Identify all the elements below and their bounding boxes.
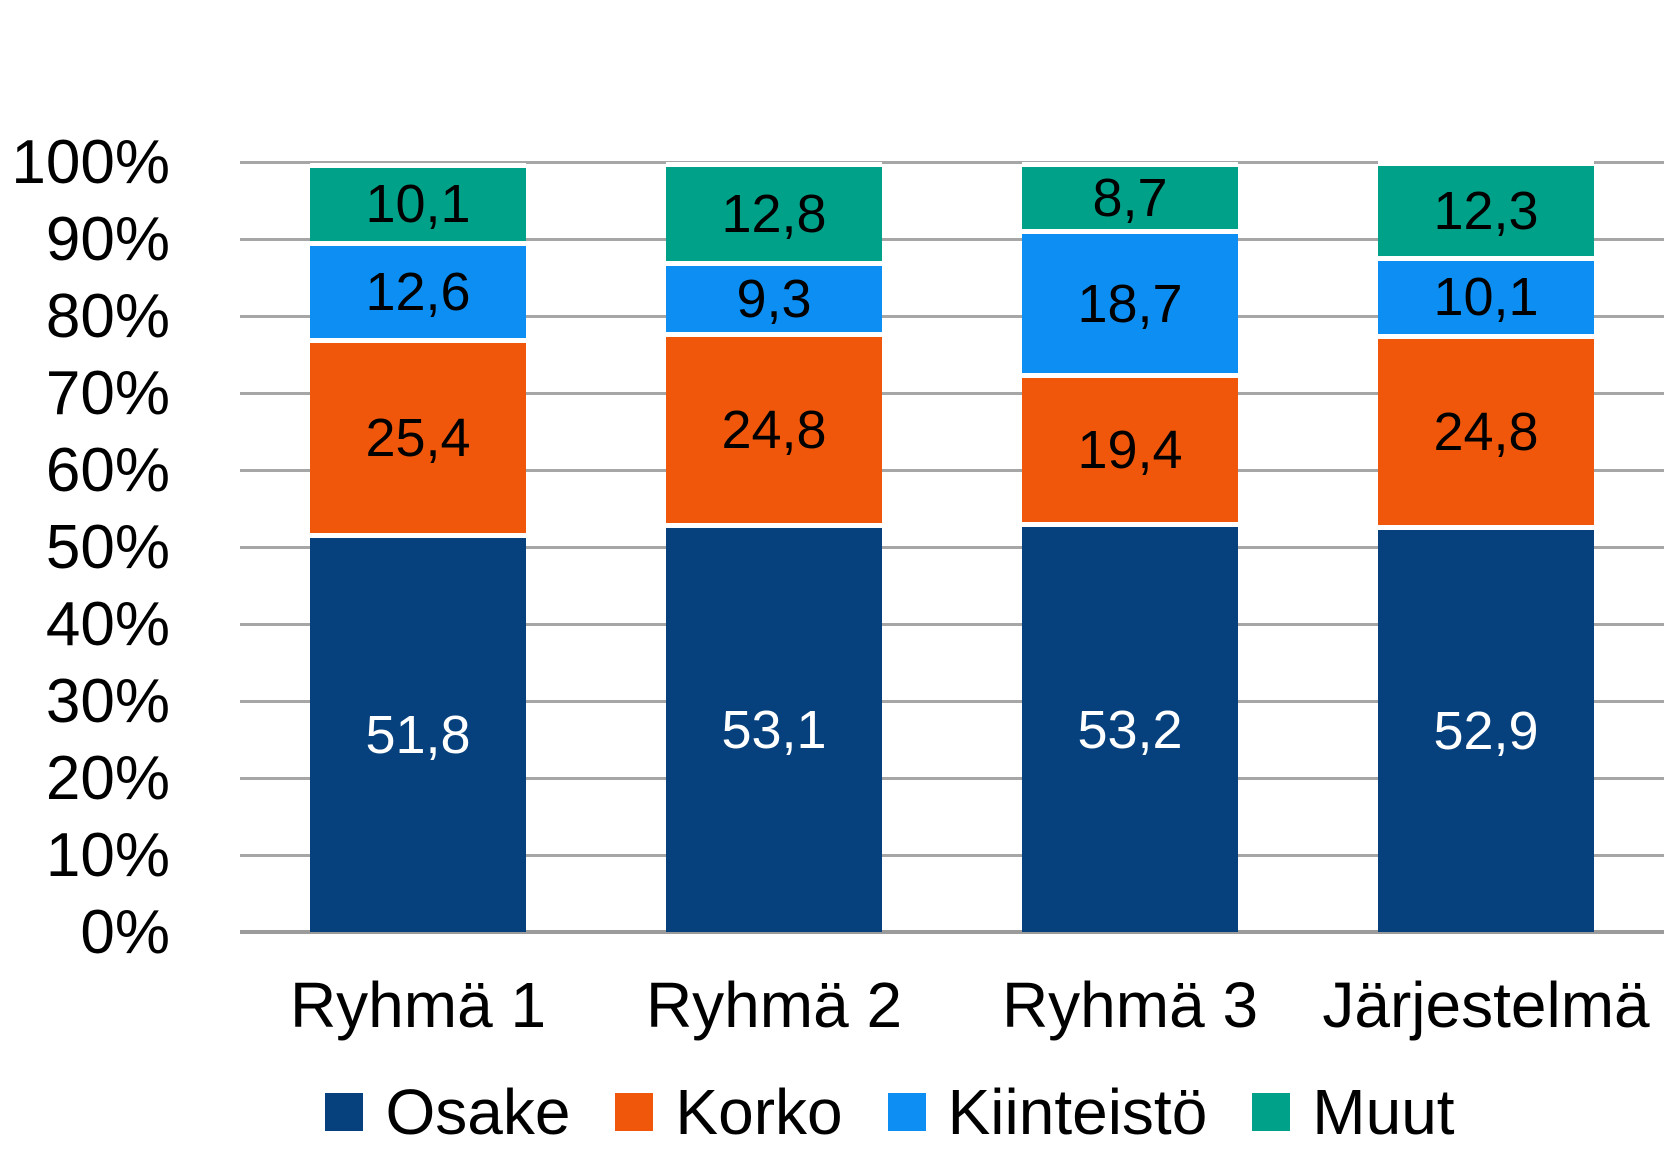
gridline [240, 161, 1664, 164]
bar-segment-label: 25,4 [365, 407, 471, 468]
gridline [240, 854, 1664, 857]
bar-segment-osake: 53,2 [1022, 522, 1238, 932]
bar-segment-label: 10,1 [365, 174, 471, 235]
bar-segment-korko: 24,8 [666, 332, 882, 524]
gridline [240, 623, 1664, 626]
bar-ryhmä-3: 53,2 19,4 18,7 8,7 [1022, 162, 1238, 932]
y-tick-label: 80% [45, 281, 170, 351]
y-tick-label: 50% [45, 512, 170, 582]
bar-segment-muut: 8,7 [1022, 162, 1238, 230]
y-tick-label: 0% [80, 897, 170, 967]
legend-swatch-muut [1252, 1093, 1291, 1131]
x-category-label: Ryhmä 3 [1001, 969, 1259, 1041]
bar-järjestelmä: 52,9 24,8 10,1 12,3 [1378, 161, 1594, 932]
y-tick-label: 10% [45, 820, 170, 890]
x-category-label: Järjestelmä [1322, 969, 1650, 1041]
gridline [240, 469, 1664, 472]
gridline [240, 238, 1664, 241]
y-tick-label: 70% [45, 358, 170, 428]
bar-segment-kiinteistö: 12,6 [310, 240, 526, 338]
bar-segment-label: 24,8 [1433, 401, 1539, 462]
bar-segment-label: 24,8 [721, 400, 827, 461]
gridline [240, 777, 1664, 780]
legend-item-kiinteistö: Kiinteistö [887, 1075, 1208, 1149]
bar-ryhmä-2: 53,1 24,8 9,3 12,8 [666, 162, 882, 932]
gridline [240, 700, 1664, 703]
y-tick-label: 60% [45, 435, 170, 505]
bar-segment-muut: 12,8 [666, 162, 882, 261]
bar-segment-label: 53,2 [1077, 699, 1183, 760]
y-tick-label: 40% [45, 589, 170, 659]
bar-segment-label: 8,7 [1092, 168, 1168, 229]
gridline [240, 315, 1664, 318]
legend-swatch-kiinteistö [887, 1093, 926, 1131]
legend-item-korko: Korko [615, 1075, 843, 1149]
bar-segment-muut: 12,3 [1378, 161, 1594, 256]
bar-segment-osake: 52,9 [1378, 524, 1594, 932]
bar-segment-kiinteistö: 9,3 [666, 260, 882, 333]
x-axis-line [240, 930, 1664, 934]
legend-label: Muut [1312, 1076, 1455, 1148]
x-category-label: Ryhmä 2 [645, 969, 903, 1041]
bar-segment-label: 10,1 [1433, 267, 1539, 328]
y-tick-label: 20% [45, 743, 170, 813]
y-tick-label: 90% [45, 204, 170, 274]
bar-segment-korko: 24,8 [1378, 333, 1594, 525]
legend-item-osake: Osake [325, 1075, 570, 1149]
x-category-label: Ryhmä 1 [289, 969, 547, 1041]
y-tick-label: 100% [11, 127, 170, 197]
bar-segment-label: 12,8 [721, 183, 827, 244]
bar-segment-osake: 53,1 [666, 523, 882, 932]
y-tick-label: 30% [45, 666, 170, 736]
bar-segment-kiinteistö: 18,7 [1022, 229, 1238, 373]
gridline [240, 392, 1664, 395]
bar-segment-kiinteistö: 10,1 [1378, 255, 1594, 334]
bar-segment-label: 12,6 [365, 261, 471, 322]
bar-segment-label: 18,7 [1077, 273, 1183, 334]
bar-segment-korko: 25,4 [310, 337, 526, 534]
bar-segment-osake: 51,8 [310, 533, 526, 932]
bar-segment-label: 9,3 [736, 268, 812, 329]
legend-swatch-korko [615, 1093, 654, 1131]
bar-segment-label: 12,3 [1433, 181, 1539, 242]
legend-swatch-osake [325, 1093, 364, 1131]
legend: Osake Korko Kiinteistö Muut [240, 1072, 1540, 1152]
legend-label: Kiinteistö [947, 1076, 1208, 1148]
bar-segment-muut: 10,1 [310, 162, 526, 241]
legend-label: Korko [675, 1076, 843, 1148]
gridline [240, 546, 1664, 549]
bar-ryhmä-1: 51,8 25,4 12,6 10,1 [310, 162, 526, 932]
bar-segment-korko: 19,4 [1022, 373, 1238, 523]
bar-segment-label: 52,9 [1433, 700, 1539, 761]
bar-segment-label: 53,1 [721, 700, 827, 761]
legend-item-muut: Muut [1252, 1075, 1455, 1149]
bar-segment-label: 19,4 [1077, 420, 1183, 481]
legend-label: Osake [385, 1076, 571, 1148]
bar-segment-label: 51,8 [365, 705, 471, 766]
plot-area: 51,8 25,4 12,6 10,1 53,1 24,8 9,3 12,8 53,2 19,4 1… [240, 161, 1664, 934]
